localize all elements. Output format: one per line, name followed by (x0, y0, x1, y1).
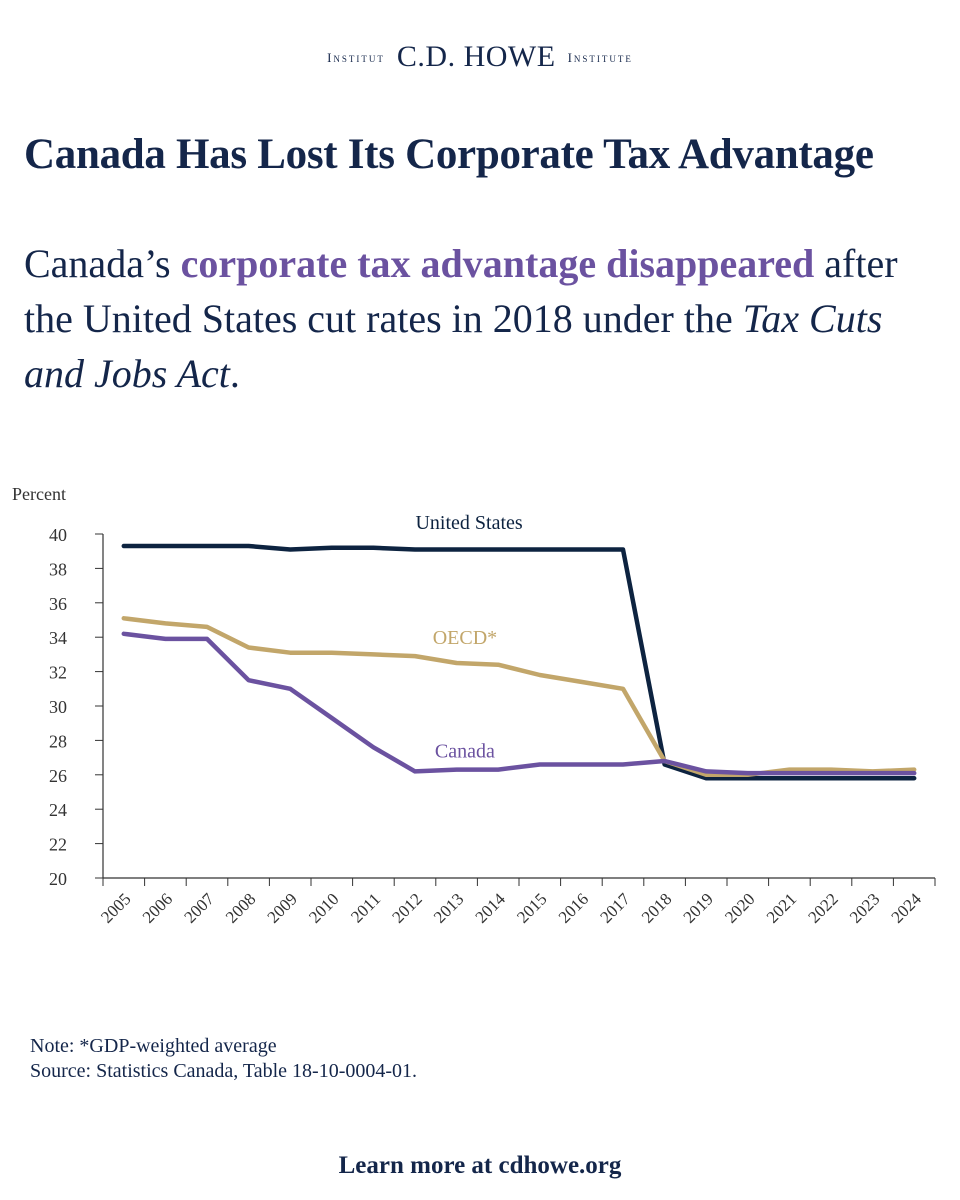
x-tick-label: 2010 (305, 889, 342, 926)
x-tick-label: 2007 (180, 889, 218, 927)
series-line-oecd (121, 616, 917, 778)
x-tick-label: 2012 (388, 889, 425, 926)
y-axis-label: Percent (12, 484, 66, 504)
subhead: Canada’s corporate tax advantage disappe… (24, 236, 944, 401)
subhead-act-name: Tax Cuts and Jobs Act (24, 296, 883, 396)
y-tick-label: 28 (49, 731, 67, 751)
subhead-part2: after the United States cut rates in 201… (24, 241, 898, 341)
x-tick-label: 2006 (139, 889, 176, 926)
masthead: Institut C.D. HOWE Institute (0, 40, 960, 74)
masthead-right: Institute (567, 50, 633, 65)
y-tick-label: 22 (49, 835, 67, 855)
y-tick-label: 24 (49, 800, 67, 820)
x-tick-label: 2019 (680, 889, 717, 926)
subhead-highlight: corporate tax advantage disappeared (180, 241, 815, 286)
x-tick-label: 2024 (888, 889, 926, 927)
y-tick-label: 34 (49, 628, 67, 648)
footer-link[interactable]: Learn more at cdhowe.org (338, 1152, 622, 1179)
chart-note: Note: *GDP-weighted average (30, 1035, 277, 1057)
y-tick-label: 30 (49, 697, 67, 717)
y-tick-label: 26 (49, 766, 67, 786)
x-tick-label: 2018 (638, 889, 675, 926)
y-tick-label: 36 (49, 594, 67, 614)
x-tick-label: 2009 (264, 889, 301, 926)
chart-source: Source: Statistics Canada, Table 18-10-0… (30, 1060, 418, 1082)
y-tick-label: 32 (49, 663, 67, 683)
y-tick-label: 38 (49, 559, 67, 579)
x-tick-label: 2016 (555, 889, 592, 926)
logo-wordmark: C.D. HOWE (396, 40, 556, 73)
subhead-part1: Canada’s (24, 241, 181, 286)
series-line-united-states (121, 543, 917, 781)
series-line-canada (121, 631, 917, 776)
x-tick-label: 2013 (430, 889, 467, 926)
series-label-oecd: OECD* (433, 627, 497, 649)
masthead-left: Institut (327, 50, 385, 65)
x-tick-label: 2017 (596, 889, 634, 927)
y-tick-label: 20 (49, 869, 67, 889)
x-tick-label: 2020 (721, 889, 758, 926)
chart-notes: Note: *GDP-weighted average Source: Stat… (30, 1034, 417, 1084)
x-tick-label: 2023 (846, 889, 883, 926)
x-tick-label: 2014 (472, 889, 510, 927)
x-tick-label: 2005 (97, 889, 134, 926)
y-tick-label: 40 (49, 525, 67, 545)
headline: Canada Has Lost Its Corporate Tax Advant… (24, 131, 874, 178)
x-tick-label: 2008 (222, 889, 259, 926)
x-tick-label: 2011 (347, 889, 384, 926)
x-tick-label: 2015 (513, 889, 550, 926)
subhead-part3: . (229, 351, 240, 396)
series-label-canada: Canada (435, 741, 495, 763)
x-tick-label: 2022 (804, 889, 841, 926)
x-tick-label: 2021 (763, 889, 800, 926)
series-label-united-states: United States (415, 512, 522, 534)
